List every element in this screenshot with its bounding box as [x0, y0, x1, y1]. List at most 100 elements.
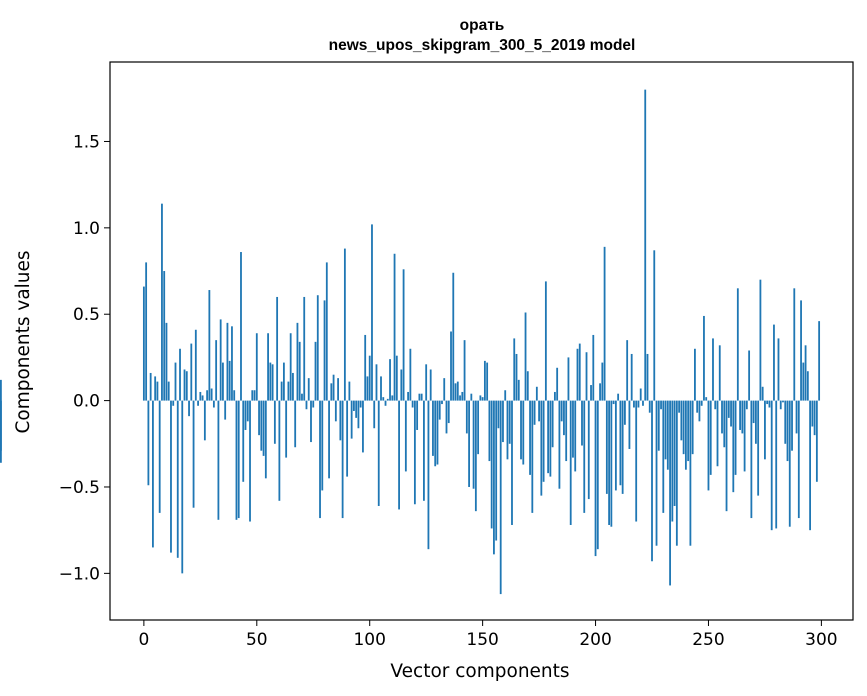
bar-89: [343, 248, 346, 401]
x-tick-label: 0: [138, 630, 149, 650]
bar-275: [764, 400, 766, 460]
bar-93: [353, 400, 355, 411]
bar-19: [185, 371, 188, 401]
bar-245: [696, 400, 699, 413]
bar-272: [757, 400, 760, 496]
bar-45: [244, 400, 247, 430]
bar-247: [700, 400, 703, 406]
bar-269: [750, 400, 753, 519]
bar-141: [461, 391, 464, 401]
bar-101: [371, 224, 373, 401]
bar-92: [350, 400, 353, 439]
bar-215: [628, 400, 631, 449]
bar-9: [163, 271, 166, 401]
bar-2: [147, 400, 150, 486]
bar-152: [486, 362, 489, 401]
bar-201: [596, 400, 599, 550]
bar-63: [285, 400, 288, 458]
bar-118: [409, 348, 412, 401]
bar-17: [181, 400, 184, 574]
bar-139: [456, 381, 459, 401]
bar-56: [269, 362, 272, 401]
bar-284: [784, 400, 787, 444]
bar-258: [725, 400, 728, 512]
bar-261: [732, 400, 735, 493]
bar-298: [815, 400, 818, 482]
bar-54: [264, 400, 267, 479]
bar-226: [653, 250, 656, 401]
bar-227: [655, 400, 658, 546]
bar-36: [224, 400, 227, 420]
bar-217: [633, 400, 635, 408]
bar-128: [432, 400, 434, 456]
bar-8: [161, 203, 163, 401]
y-tick-label: −0.5: [59, 478, 100, 498]
bar-195: [583, 400, 586, 513]
bar-61: [280, 381, 283, 401]
bar-67: [294, 400, 297, 448]
bar-41: [235, 400, 238, 520]
y-axis-label: Components values: [13, 250, 34, 433]
bar-138: [454, 383, 457, 401]
bar-164: [513, 338, 516, 401]
bar-266: [743, 400, 746, 472]
bar-130: [436, 400, 439, 465]
bar-267: [745, 400, 748, 410]
bar-256: [721, 400, 723, 434]
bar-288: [793, 288, 796, 401]
bar-68: [296, 322, 299, 401]
bar-70: [301, 393, 303, 401]
bar-150: [481, 397, 484, 401]
bar-58: [273, 400, 276, 444]
x-tick-label: 200: [579, 630, 611, 650]
bar-125: [425, 364, 428, 401]
bar-116: [404, 400, 407, 472]
bar-231: [664, 400, 667, 460]
bar-172: [531, 400, 534, 513]
x-tick-label: 150: [466, 630, 498, 650]
bar-147: [474, 400, 477, 512]
bar-126: [427, 400, 430, 550]
bar-34: [219, 319, 222, 401]
bar-186: [563, 400, 565, 436]
bar-185: [560, 400, 563, 422]
bar-204: [603, 246, 606, 401]
bar-149: [479, 395, 482, 401]
y-axis-ticks: −1.0 −0.5 0.0 0.5 1.0 1.5: [59, 132, 110, 584]
bar-160: [504, 390, 507, 401]
bar-222: [644, 89, 647, 401]
bar-31: [212, 400, 215, 408]
bar-95: [357, 400, 360, 429]
bar-134: [445, 400, 448, 434]
bar-98: [364, 334, 367, 401]
bar-214: [626, 340, 629, 401]
bar-7: [158, 400, 161, 513]
bar-143: [465, 400, 468, 434]
bar-13: [172, 400, 175, 406]
bar-145: [470, 393, 473, 401]
bar-11: [167, 381, 170, 401]
bar-181: [551, 400, 554, 448]
bar-197: [587, 400, 590, 500]
bar-210: [617, 393, 620, 401]
bar-239: [682, 400, 685, 455]
bar-84: [332, 374, 335, 401]
bar-161: [506, 400, 509, 460]
bar-254: [716, 400, 719, 467]
bar-123: [420, 393, 423, 401]
bar-22: [192, 400, 195, 508]
bar-189: [569, 400, 572, 525]
bar-71: [303, 296, 306, 401]
bar-187: [565, 400, 568, 462]
bar-283: [782, 400, 784, 403]
bar-110: [391, 395, 394, 401]
bar-221: [642, 400, 644, 406]
bar-26: [201, 395, 204, 401]
bar-159: [502, 400, 504, 443]
bar-291: [800, 300, 802, 401]
bar-88: [341, 400, 344, 519]
bar-188: [567, 357, 570, 401]
x-tick-label: 250: [692, 630, 724, 650]
bar-66: [292, 372, 294, 401]
bar-191: [574, 400, 577, 472]
